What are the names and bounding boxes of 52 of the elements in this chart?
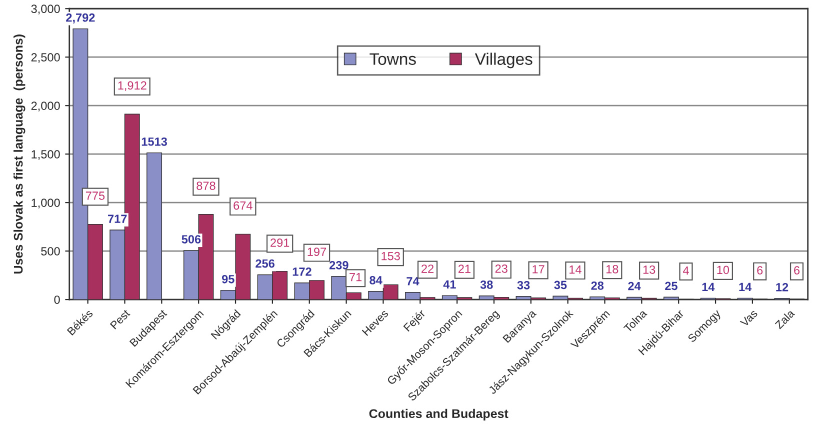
y-tick-label: 1,000 xyxy=(32,198,60,208)
data-label: 14 xyxy=(702,282,715,292)
data-label: 38 xyxy=(480,280,493,289)
data-label: 14 xyxy=(739,282,752,292)
data-label: 84 xyxy=(370,276,382,284)
data-label: 153 xyxy=(382,252,400,260)
y-tick-label: 2,500 xyxy=(31,53,60,63)
y-tick-label: 0 xyxy=(54,296,60,304)
data-label: 28 xyxy=(591,281,604,290)
y-tick-label: 2,000 xyxy=(31,102,60,112)
data-label: 35 xyxy=(554,280,567,290)
data-label: 23 xyxy=(495,264,508,273)
data-label: 172 xyxy=(292,267,312,276)
data-label: 10 xyxy=(717,266,730,274)
data-label: 291 xyxy=(270,238,290,247)
x-axis-title: Counties and Budapest xyxy=(369,408,508,421)
data-label: 18 xyxy=(606,264,618,274)
legend-label: Towns xyxy=(370,53,416,65)
data-label: 6 xyxy=(794,266,800,274)
y-tick-label: 1,500 xyxy=(32,150,60,160)
data-label: 6 xyxy=(757,266,763,274)
data-label: 74 xyxy=(406,277,420,286)
y-tick-label: 500 xyxy=(41,247,60,256)
data-label: 21 xyxy=(458,264,470,273)
legend-label: Villages xyxy=(474,52,532,68)
data-label: 197 xyxy=(308,248,326,256)
data-label: 22 xyxy=(422,264,434,273)
data-label: 33 xyxy=(517,280,530,290)
data-label: 71 xyxy=(350,273,362,282)
data-label: 256 xyxy=(256,259,274,268)
y-tick-label: 3,000 xyxy=(31,4,60,14)
x-tick-label: Vas xyxy=(740,309,758,328)
data-label: 775 xyxy=(86,192,105,200)
data-label: 878 xyxy=(196,182,216,190)
data-label: 24 xyxy=(628,282,641,290)
data-label: 13 xyxy=(643,265,656,274)
data-label: 95 xyxy=(222,274,234,284)
data-label: 41 xyxy=(443,280,456,288)
data-label: 14 xyxy=(570,265,582,274)
data-label: 1,912 xyxy=(118,81,146,92)
data-label: 1513 xyxy=(142,137,167,146)
y-axis-title: Uses Slovak as first language (persons) xyxy=(14,34,26,274)
data-label: 12 xyxy=(776,283,788,292)
data-label: 674 xyxy=(234,201,252,210)
x-tick-label: Zala xyxy=(774,308,796,330)
data-label: 2,792 xyxy=(66,13,95,24)
data-label: 717 xyxy=(108,214,127,223)
data-label: 17 xyxy=(532,265,544,274)
data-label: 506 xyxy=(182,235,201,244)
data-label: 25 xyxy=(665,282,678,290)
data-label: 239 xyxy=(329,260,348,270)
data-label: 4 xyxy=(682,266,689,275)
